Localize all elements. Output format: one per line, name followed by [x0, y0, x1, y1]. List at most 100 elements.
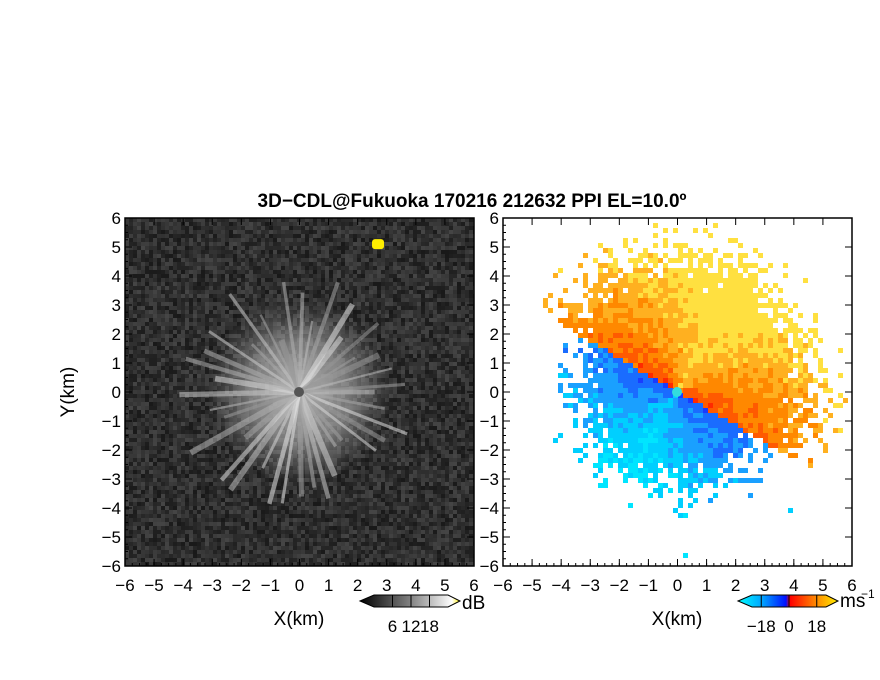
noise-cell: [157, 238, 161, 242]
noise-cell: [421, 258, 425, 262]
noise-cell: [441, 326, 445, 330]
noise-cell: [313, 258, 317, 262]
noise-cell: [441, 278, 445, 282]
noise-cell: [449, 230, 453, 234]
noise-cell: [193, 302, 197, 306]
noise-cell: [193, 274, 197, 278]
noise-cell: [469, 302, 473, 306]
noise-cell: [189, 298, 193, 302]
noise-cell: [333, 230, 337, 234]
noise-cell: [425, 378, 429, 382]
noise-cell: [209, 342, 213, 346]
noise-cell: [185, 338, 189, 342]
noise-cell: [221, 282, 225, 286]
noise-cell: [145, 414, 149, 418]
noise-cell: [197, 422, 201, 426]
noise-cell: [425, 414, 429, 418]
noise-cell: [381, 338, 385, 342]
noise-cell: [417, 234, 421, 238]
noise-cell: [133, 258, 137, 262]
noise-cell: [361, 254, 365, 258]
noise-cell: [177, 238, 181, 242]
noise-cell: [201, 266, 205, 270]
noise-cell: [225, 330, 229, 334]
noise-cell: [417, 326, 421, 330]
noise-cell: [405, 230, 409, 234]
noise-cell: [125, 402, 129, 406]
noise-cell: [133, 226, 137, 230]
noise-cell: [145, 278, 149, 282]
noise-cell: [465, 418, 469, 422]
noise-cell: [389, 234, 393, 238]
noise-cell: [357, 310, 361, 314]
noise-cell: [225, 222, 229, 226]
noise-cell: [217, 298, 221, 302]
noise-cell: [237, 250, 241, 254]
noise-cell: [389, 270, 393, 274]
noise-cell: [193, 438, 197, 442]
noise-cell: [437, 402, 441, 406]
noise-cell: [285, 266, 289, 270]
noise-cell: [309, 258, 313, 262]
noise-cell: [189, 326, 193, 330]
noise-cell: [469, 426, 473, 430]
noise-cell: [157, 406, 161, 410]
noise-cell: [321, 294, 325, 298]
noise-cell: [157, 222, 161, 226]
noise-cell: [425, 350, 429, 354]
noise-cell: [417, 286, 421, 290]
noise-cell: [205, 318, 209, 322]
noise-cell: [469, 366, 473, 370]
noise-cell: [429, 250, 433, 254]
noise-cell: [437, 338, 441, 342]
noise-cell: [197, 374, 201, 378]
noise-cell: [157, 422, 161, 426]
noise-cell: [165, 398, 169, 402]
noise-cell: [265, 218, 269, 222]
noise-cell: [361, 310, 365, 314]
noise-cell: [133, 274, 137, 278]
noise-cell: [393, 354, 397, 358]
noise-cell: [385, 286, 389, 290]
noise-cell: [433, 438, 437, 442]
noise-cell: [325, 286, 329, 290]
noise-cell: [173, 334, 177, 338]
noise-cell: [357, 274, 361, 278]
noise-cell: [321, 286, 325, 290]
noise-cell: [153, 254, 157, 258]
noise-cell: [385, 290, 389, 294]
noise-cell: [141, 274, 145, 278]
noise-cell: [217, 322, 221, 326]
noise-cell: [405, 342, 409, 346]
noise-cell: [237, 234, 241, 238]
noise-cell: [329, 246, 333, 250]
noise-cell: [177, 418, 181, 422]
noise-cell: [449, 258, 453, 262]
noise-cell: [441, 382, 445, 386]
noise-cell: [193, 402, 197, 406]
noise-cell: [241, 286, 245, 290]
noise-cell: [161, 346, 165, 350]
noise-cell: [453, 314, 457, 318]
noise-cell: [449, 222, 453, 226]
noise-cell: [205, 266, 209, 270]
noise-cell: [381, 310, 385, 314]
noise-cell: [401, 326, 405, 330]
noise-cell: [389, 286, 393, 290]
noise-cell: [365, 258, 369, 262]
noise-cell: [149, 222, 153, 226]
noise-cell: [169, 442, 173, 446]
noise-cell: [141, 430, 145, 434]
noise-cell: [301, 262, 305, 266]
noise-cell: [377, 442, 381, 446]
noise-cell: [405, 306, 409, 310]
noise-cell: [217, 342, 221, 346]
noise-cell: [345, 230, 349, 234]
noise-cell: [229, 238, 233, 242]
noise-cell: [145, 438, 149, 442]
noise-cell: [313, 286, 317, 290]
noise-cell: [253, 250, 257, 254]
noise-cell: [233, 286, 237, 290]
noise-cell: [153, 250, 157, 254]
noise-cell: [305, 262, 309, 266]
